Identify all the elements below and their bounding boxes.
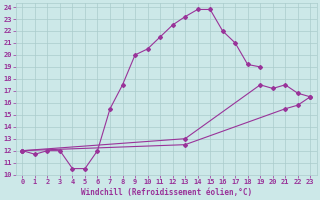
X-axis label: Windchill (Refroidissement éolien,°C): Windchill (Refroidissement éolien,°C) — [81, 188, 252, 197]
